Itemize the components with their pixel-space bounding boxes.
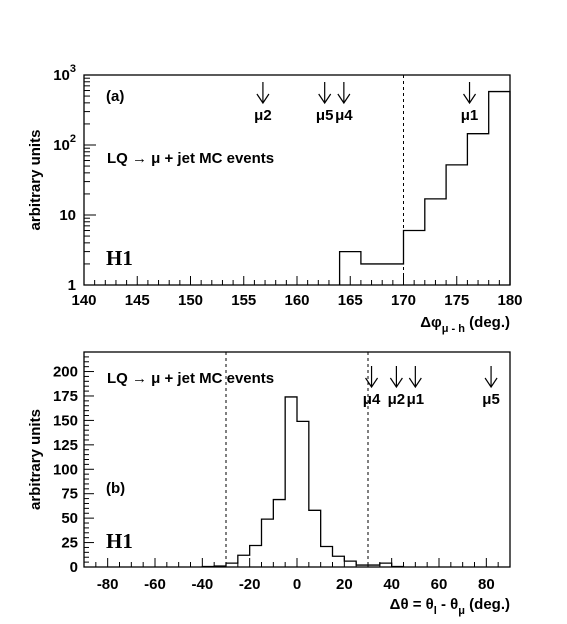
- marker-arrow-b-1: [389, 366, 403, 389]
- marker-arrow-a-0-head: [256, 93, 270, 105]
- x-axis-label-b: Δθ = θl - θμ (deg.): [390, 596, 510, 618]
- y-tick-label-b: 75: [61, 486, 78, 503]
- histogram-b: [201, 396, 405, 568]
- annotation-b: LQ → μ + jet MC events: [107, 370, 274, 387]
- y-tick-label-a: 1: [68, 277, 76, 294]
- x-tick-label-a: 165: [338, 292, 363, 309]
- marker-arrow-b-0: [365, 366, 379, 389]
- x-tick-label-b: -20: [239, 576, 261, 593]
- y-tick-label-b: 50: [61, 510, 78, 527]
- x-label-subscript: μ: [458, 605, 465, 617]
- marker-label-a: μ5: [316, 107, 334, 124]
- y-tick-base: 10: [53, 67, 70, 84]
- x-tick-label-b: -40: [191, 576, 213, 593]
- y-tick-label-b: 125: [53, 437, 78, 454]
- y-tick-label-b: 100: [53, 461, 78, 478]
- x-tick-label-b: -80: [97, 576, 119, 593]
- x-tick-label-a: 175: [444, 292, 469, 309]
- x-label-unit: (deg.): [469, 596, 510, 613]
- x-label-main: Δθ = θ: [390, 596, 434, 613]
- x-tick-label-b: 0: [293, 576, 301, 593]
- marker-arrow-b-3-head: [484, 377, 498, 389]
- marker-arrow-b-1-head: [389, 377, 403, 389]
- x-tick-label-a: 140: [71, 292, 96, 309]
- y-tick-label-b: 200: [53, 364, 78, 381]
- x-label-middle: - θ: [437, 596, 458, 613]
- x-tick-label-a: 170: [391, 292, 416, 309]
- marker-arrow-b-2: [408, 366, 422, 389]
- marker-label-b: μ4: [363, 391, 381, 408]
- y-tick-base: 10: [59, 207, 76, 224]
- histogram-a: [338, 90, 511, 285]
- x-tick-label-a: 150: [178, 292, 203, 309]
- marker-arrow-a-2: [337, 82, 351, 105]
- panel-label-a: (a): [106, 88, 124, 105]
- marker-label-a: μ2: [254, 107, 272, 124]
- panel-label-b: (b): [106, 480, 125, 497]
- x-tick-label-a: 180: [497, 292, 522, 309]
- y-tick-base: 10: [53, 137, 70, 154]
- experiment-label-a: H1: [106, 246, 133, 270]
- y-tick-label-b: 0: [70, 559, 78, 576]
- x-axis-label-a: Δφμ - h (deg.): [420, 314, 510, 336]
- x-tick-label-a: 145: [125, 292, 150, 309]
- marker-label-a: μ1: [461, 107, 479, 124]
- marker-arrow-b-3: [484, 366, 498, 389]
- marker-arrow-b-2-head: [408, 377, 422, 389]
- y-tick-label-b: 175: [53, 388, 78, 405]
- marker-arrow-a-1-head: [318, 93, 332, 105]
- y-axis-label-b: arbitrary units: [27, 409, 44, 510]
- x-label-subscript: μ - h: [442, 323, 466, 335]
- x-tick-label-b: 60: [431, 576, 448, 593]
- y-tick-label-b: 150: [53, 412, 78, 429]
- marker-label-b: μ2: [388, 391, 406, 408]
- marker-arrow-a-3: [463, 82, 477, 105]
- annotation-a: LQ → μ + jet MC events: [107, 150, 274, 167]
- marker-arrow-a-0: [256, 82, 270, 105]
- y-tick-label-b: 25: [61, 535, 78, 552]
- marker-arrow-a-3-head: [463, 93, 477, 105]
- y-tick-base: 1: [68, 277, 76, 294]
- x-tick-label-a: 160: [284, 292, 309, 309]
- experiment-label-b: H1: [106, 529, 133, 553]
- marker-label-a: μ4: [335, 107, 353, 124]
- marker-label-b: μ1: [407, 391, 425, 408]
- marker-label-b: μ5: [482, 391, 500, 408]
- marker-arrow-a-1: [318, 82, 332, 105]
- y-tick-label-a: 102: [53, 133, 76, 154]
- y-tick-label-a: 10: [59, 207, 76, 224]
- x-label-unit: (deg.): [469, 314, 510, 331]
- marker-arrow-a-2-head: [337, 93, 351, 105]
- x-tick-label-b: -60: [144, 576, 166, 593]
- y-tick-exponent: 3: [70, 63, 76, 75]
- marker-arrow-b-0-head: [365, 377, 379, 389]
- y-tick-exponent: 2: [70, 133, 76, 145]
- x-tick-label-b: 40: [383, 576, 400, 593]
- x-label-subscript: l: [434, 605, 437, 617]
- y-tick-label-a: 103: [53, 63, 76, 84]
- x-tick-label-b: 20: [336, 576, 353, 593]
- x-tick-label-b: 80: [478, 576, 495, 593]
- y-axis-label-a: arbitrary units: [27, 130, 44, 231]
- x-label-main: Δφ: [420, 314, 442, 331]
- x-tick-label-a: 155: [231, 292, 256, 309]
